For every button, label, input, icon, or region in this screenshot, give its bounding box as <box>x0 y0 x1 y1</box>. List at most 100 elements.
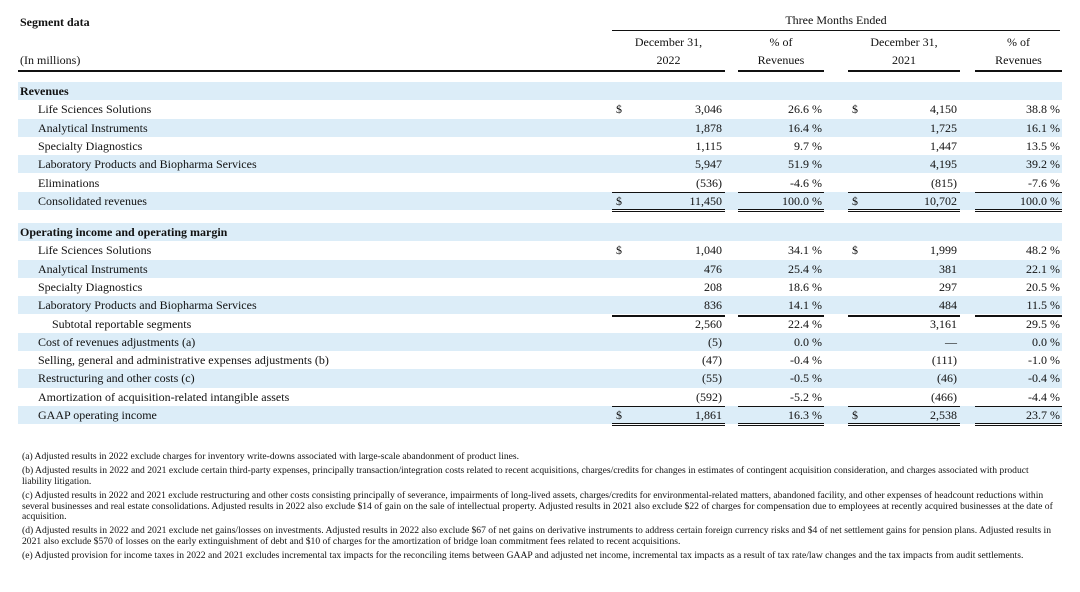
row-shade <box>18 259 1062 278</box>
row-shade <box>18 82 1062 101</box>
total-rule <box>975 406 1062 407</box>
currency: $ <box>616 193 622 208</box>
value: 484 <box>939 298 957 313</box>
double-rule <box>612 208 725 212</box>
header-rule <box>612 70 725 72</box>
total-rule <box>612 406 725 407</box>
row-shade <box>18 369 1062 388</box>
row-label: Specialty Diagnostics <box>38 138 143 153</box>
row-shade <box>18 155 1062 174</box>
percent: 39.2 % <box>1026 157 1060 172</box>
currency: $ <box>616 408 622 422</box>
percent: 16.4 % <box>788 120 822 135</box>
row-label: Analytical Instruments <box>38 261 148 276</box>
value: 4,150 <box>930 102 957 117</box>
total-rule <box>738 406 824 407</box>
period: Three Months Ended <box>785 13 887 27</box>
currency: $ <box>852 193 858 208</box>
row-shade <box>18 296 1062 315</box>
percent: -0.4 % <box>1028 371 1060 386</box>
column-header: % of <box>769 35 793 49</box>
double-rule <box>975 423 1062 426</box>
percent: -7.6 % <box>1028 175 1060 190</box>
row-label: Selling, general and administrative expe… <box>38 353 329 368</box>
percent: 16.1 % <box>1026 120 1060 135</box>
value: (111) <box>931 353 957 368</box>
footnote: (c) Adjusted results in 2022 and 2021 ex… <box>22 490 1053 523</box>
currency: $ <box>616 102 622 117</box>
percent: 48.2 % <box>1026 243 1060 258</box>
total-rule <box>738 191 824 193</box>
value: 3,161 <box>930 316 957 331</box>
row-shade <box>18 191 1062 211</box>
total-rule <box>975 191 1062 193</box>
value: 476 <box>704 261 722 276</box>
row-label: Life Sciences Solutions <box>38 243 152 258</box>
row-label: Laboratory Products and Biopharma Servic… <box>38 157 257 172</box>
value: (815) <box>931 175 957 190</box>
header-rule <box>848 70 960 72</box>
value: (46) <box>937 371 957 386</box>
percent: 9.7 % <box>794 138 822 153</box>
footnote: (a) Adjusted results in 2022 exclude cha… <box>22 451 520 462</box>
row-label: GAAP operating income <box>38 408 157 422</box>
value: 836 <box>704 298 722 313</box>
percent: 34.1 % <box>788 243 822 258</box>
row-shade <box>18 332 1062 352</box>
footnote: (e) Adjusted provision for income taxes … <box>22 550 1024 562</box>
percent: -0.4 % <box>790 353 822 368</box>
units: (In millions) <box>20 53 81 67</box>
value: (536) <box>696 175 722 190</box>
value: — <box>945 334 957 349</box>
value: (5) <box>708 334 722 349</box>
percent: 25.4 % <box>788 261 822 276</box>
column-header: Revenues <box>757 53 805 67</box>
rule <box>612 30 1060 31</box>
total-rule <box>612 191 725 193</box>
total-rule <box>848 406 960 407</box>
row-label: Restructuring and other costs (c) <box>38 371 195 386</box>
percent: -5.2 % <box>790 389 822 404</box>
row-label: Amortization of acquisition-related inta… <box>38 389 290 404</box>
double-rule <box>738 208 824 212</box>
value: 11,450 <box>689 193 722 208</box>
column-header: December 31, <box>870 35 938 49</box>
total-rule <box>975 314 1062 317</box>
currency: $ <box>616 243 622 258</box>
column-header: December 31, <box>634 35 703 49</box>
row-label: Consolidated revenues <box>38 193 147 208</box>
column-header: % of <box>1007 35 1030 49</box>
percent: 51.9 % <box>788 157 822 172</box>
double-rule <box>848 423 960 426</box>
value: (466) <box>931 389 957 404</box>
value: 208 <box>704 279 722 294</box>
percent: -4.6 % <box>790 175 822 190</box>
double-rule <box>975 208 1062 212</box>
value: 2,538 <box>930 408 957 422</box>
total-rule <box>848 314 960 317</box>
value: 1,040 <box>695 243 722 258</box>
value: 3,046 <box>695 102 722 117</box>
column-header: Revenues <box>995 53 1042 67</box>
percent: 13.5 % <box>1026 138 1060 153</box>
percent: 11.5 % <box>1026 298 1060 313</box>
currency: $ <box>852 102 858 117</box>
header-rule <box>738 70 824 72</box>
percent: 100.0 % <box>1020 193 1060 208</box>
percent: 22.1 % <box>1026 261 1060 276</box>
row-label: Life Sciences Solutions <box>38 102 152 117</box>
value: (47) <box>702 353 722 368</box>
value: 1,115 <box>695 138 722 153</box>
row-label: Specialty Diagnostics <box>38 279 143 294</box>
double-rule <box>738 423 824 426</box>
total-rule <box>738 314 824 317</box>
percent: 23.7 % <box>1026 408 1060 422</box>
value: 5,947 <box>695 157 722 172</box>
value: 2,560 <box>695 316 722 331</box>
percent: 0.0 % <box>1032 334 1060 349</box>
percent: -4.4 % <box>1028 389 1060 404</box>
total-rule <box>848 191 960 193</box>
row-label: Eliminations <box>38 175 100 190</box>
value: (55) <box>702 371 722 386</box>
currency: $ <box>852 408 858 422</box>
